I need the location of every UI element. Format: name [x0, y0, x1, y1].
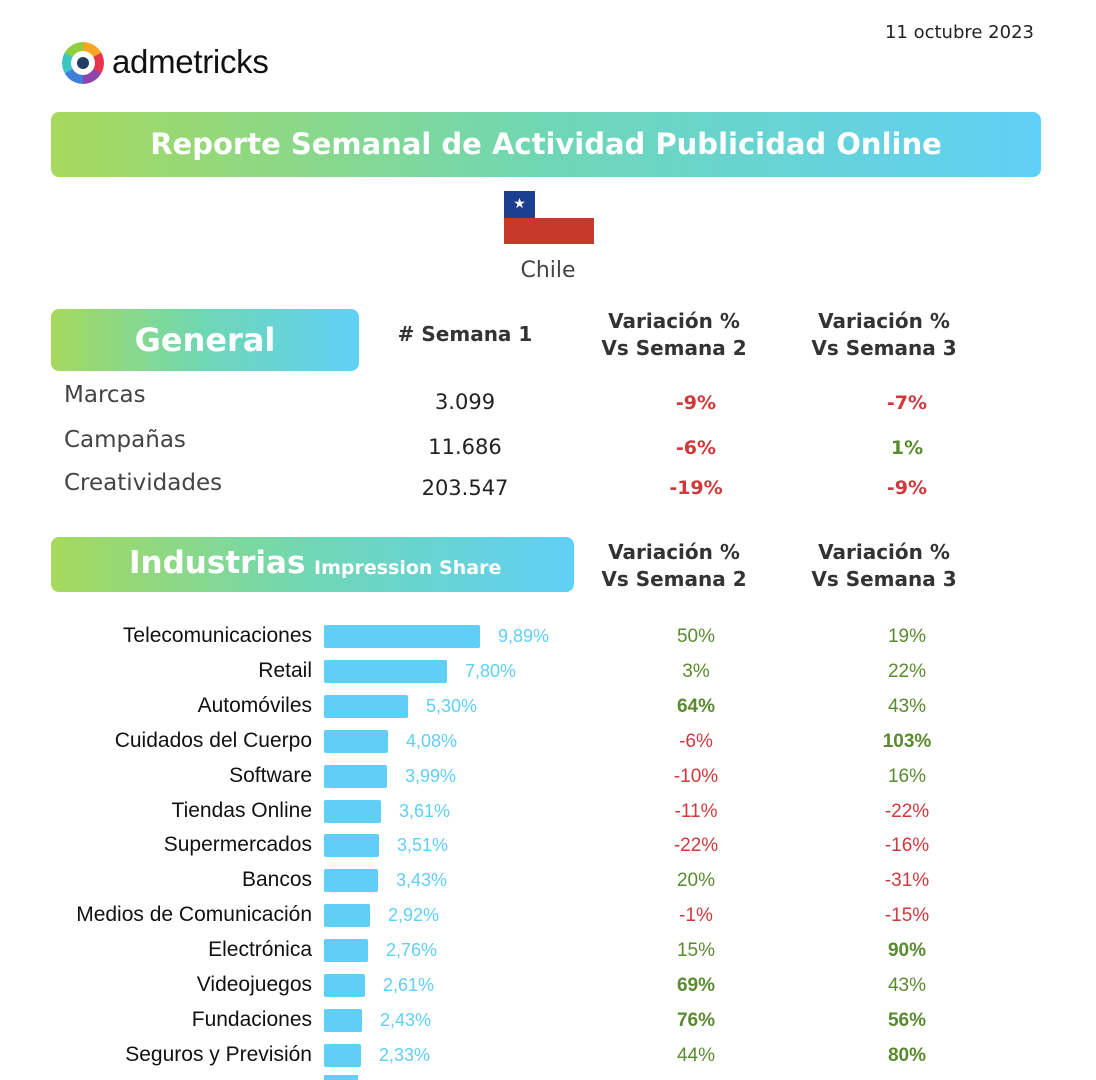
industry-label: Fundaciones — [191, 1007, 312, 1031]
industry-var2: 76% — [676, 1009, 716, 1031]
industry-share-label: 9,89% — [498, 626, 550, 646]
industry-bar — [324, 904, 370, 928]
industry-share-label: 2,43% — [380, 1009, 432, 1030]
industry-bar — [324, 729, 388, 753]
industry-share-label: 5,30% — [426, 695, 478, 716]
industry-label: Retail — [258, 658, 312, 682]
general-row-value: 203.547 — [421, 476, 509, 500]
general-row-var3: -7% — [886, 392, 928, 414]
general-row-var2: -6% — [675, 437, 717, 459]
chile-flag-icon: ★ — [504, 191, 594, 244]
logo-icon — [62, 42, 104, 84]
report-date: 11 octubre 2023 — [884, 22, 1034, 43]
industry-var3: 16% — [887, 765, 927, 787]
industry-var3: -22% — [884, 800, 930, 822]
industry-var3: 90% — [887, 940, 927, 962]
industry-var2: -11% — [674, 800, 718, 822]
industry-var3: 43% — [887, 975, 927, 996]
industry-bar — [324, 764, 387, 788]
industry-label: Tiendas Online — [171, 798, 312, 822]
general-label: General — [134, 321, 276, 359]
industry-share-label: 7,80% — [465, 660, 517, 681]
ind-col-header-var3: Variación % Vs Semana 3 — [811, 540, 957, 591]
industry-var2: -1% — [679, 905, 713, 927]
general-row-var2: -9% — [675, 392, 717, 414]
industry-var3: -31% — [884, 870, 930, 892]
industry-var2: 69% — [676, 975, 716, 996]
report-title: Reporte Semanal de Actividad Publicidad … — [150, 127, 942, 161]
industry-var2: -6% — [679, 730, 713, 752]
industrias-label: Industrias — [129, 545, 306, 581]
general-row-value: 3.099 — [434, 390, 496, 414]
industry-var3: -15% — [884, 905, 930, 927]
industry-label: Seguros y Previsión — [125, 1042, 312, 1066]
general-row-value: 11.686 — [428, 435, 502, 459]
industry-label: Automóviles — [197, 693, 312, 717]
general-row-label: Campañas — [64, 427, 186, 453]
title-banner: Reporte Semanal de Actividad Publicidad … — [51, 112, 1041, 177]
industry-share-label: 3,51% — [397, 835, 449, 856]
general-row-var3: -9% — [886, 477, 928, 499]
industry-share-label: 3,99% — [405, 765, 457, 786]
industry-var2: 3% — [682, 660, 710, 682]
industry-bar — [324, 1008, 362, 1032]
industry-share-label: 3,43% — [396, 870, 448, 891]
industry-var3: 43% — [887, 695, 927, 717]
col-header-semana: # Semana 1 — [397, 322, 533, 346]
industrias-section-header: Industrias Impression Share — [51, 537, 574, 592]
industry-label: Telecomunicaciones — [122, 624, 312, 647]
industry-share-label: 2,33% — [379, 1044, 431, 1065]
industry-bar — [324, 834, 379, 858]
industry-share-label: 3,61% — [399, 800, 451, 821]
industry-share-label: 2,61% — [383, 975, 435, 995]
brand-logo: admetricks — [62, 42, 302, 86]
industry-bar — [324, 939, 368, 963]
industry-var2: -22% — [673, 835, 719, 857]
industry-share-label: 2,76% — [386, 940, 438, 961]
industry-var2: 20% — [676, 870, 716, 892]
logo-text: admetricks — [112, 43, 269, 80]
industry-var3: 19% — [887, 626, 927, 647]
general-row-var2: -19% — [669, 477, 723, 499]
general-row-label: Marcas — [64, 382, 146, 408]
industry-label: Electrónica — [208, 938, 312, 962]
ind-col-header-var2: Variación % Vs Semana 2 — [601, 540, 747, 591]
industry-bar — [324, 1043, 361, 1067]
industry-label: Supermercados — [163, 833, 312, 857]
industry-var3: 103% — [882, 730, 932, 752]
industry-share-label: 4,08% — [406, 730, 458, 751]
industry-bar — [324, 799, 381, 823]
general-row-var3: 1% — [890, 437, 924, 459]
impression-share-label: Impression Share — [314, 557, 502, 579]
industry-label: Medios de Comunicación — [76, 903, 312, 927]
industry-var2: 15% — [676, 940, 716, 962]
industry-share-label: 2,92% — [388, 905, 440, 926]
industry-var3: 22% — [887, 660, 927, 682]
industry-label: Software — [229, 763, 312, 787]
industry-bar — [324, 694, 408, 718]
industry-bar — [324, 659, 447, 683]
industry-var2: 64% — [676, 695, 716, 717]
col-header-var2: Variación % Vs Semana 2 — [601, 309, 747, 360]
industry-var2: -10% — [673, 765, 719, 787]
industry-bar — [324, 869, 378, 893]
industry-label: Cuidados del Cuerpo — [114, 728, 312, 752]
industry-var3: 80% — [887, 1044, 927, 1066]
col-header-var3: Variación % Vs Semana 3 — [811, 309, 957, 360]
industry-var3: 56% — [887, 1009, 927, 1031]
country-name: Chile — [520, 258, 576, 283]
general-row-label: Creatividades — [64, 470, 223, 496]
industry-label: Videojuegos — [196, 973, 312, 996]
industry-bar — [324, 625, 480, 648]
general-section-header: General — [51, 309, 359, 371]
industry-var3: -16% — [884, 835, 930, 857]
industry-var2: 50% — [676, 626, 716, 647]
next-bar-partial — [324, 1075, 358, 1080]
industry-label: Bancos — [241, 868, 312, 892]
industry-bar — [324, 974, 365, 997]
industry-var2: 44% — [676, 1044, 716, 1066]
